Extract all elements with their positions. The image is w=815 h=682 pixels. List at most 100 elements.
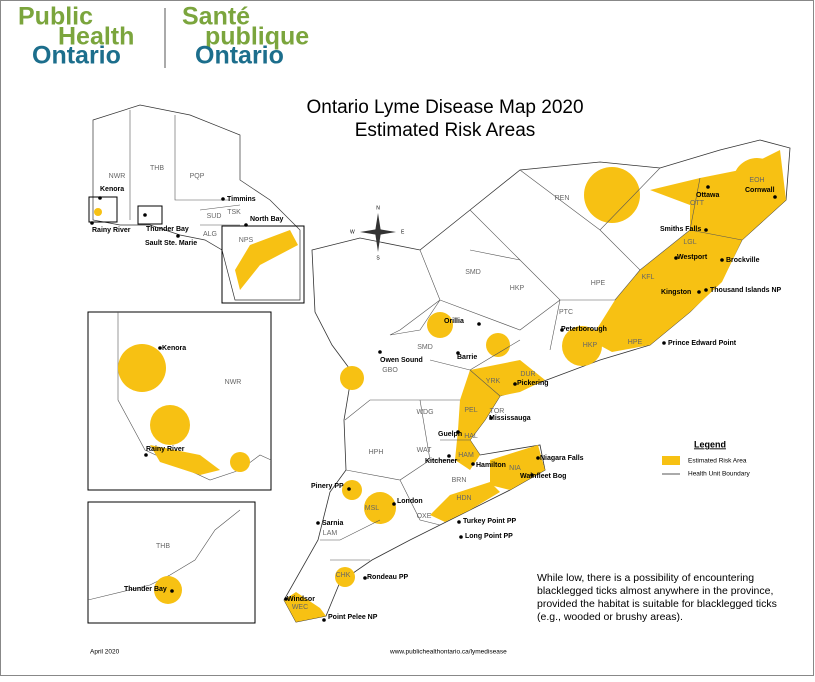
- health-unit-label: KFL: [642, 274, 655, 281]
- place-marker: [459, 535, 463, 539]
- health-unit-label: YRK: [486, 378, 501, 385]
- place-label: Long Point PP: [465, 533, 513, 540]
- place-label: Windsor: [287, 596, 315, 603]
- place-label: Peterborough: [561, 326, 607, 333]
- health-unit-label: HPE: [591, 280, 606, 287]
- place-label: London: [397, 498, 423, 505]
- kenora-inset: [87, 311, 272, 491]
- legend-label: Estimated Risk Area: [688, 458, 747, 465]
- health-unit-label: NWR: [109, 173, 126, 180]
- place-label: Prince Edward Point: [668, 340, 737, 347]
- place-label: Hamilton: [476, 462, 506, 469]
- note: While low, there is a possibility of enc…: [537, 572, 777, 623]
- place-marker: [347, 487, 351, 491]
- health-unit-label: TSK: [227, 209, 241, 216]
- health-unit-label: HAM: [458, 452, 474, 459]
- health-unit-label: HPE: [628, 339, 643, 346]
- health-unit-label: TOR: [490, 408, 505, 415]
- health-unit-label: LAM: [323, 530, 338, 537]
- place-label: Owen Sound: [380, 357, 423, 364]
- place-marker: [489, 416, 493, 420]
- place-label: Thunder Bay: [124, 586, 167, 593]
- health-unit-label: REN: [555, 195, 570, 202]
- footer-date: April 2020: [90, 649, 120, 656]
- compass-label: N: [376, 205, 380, 211]
- place-label: Rainy River: [92, 227, 131, 234]
- place-label: Westport: [677, 254, 708, 261]
- place-marker: [158, 346, 162, 350]
- health-unit-label: WDG: [416, 409, 433, 416]
- main-map: [283, 139, 791, 623]
- health-unit-label: PQP: [190, 173, 205, 180]
- compass-label: E: [401, 229, 405, 235]
- place-marker: [363, 576, 367, 580]
- place-marker: [170, 589, 174, 593]
- legend-label: Health Unit Boundary: [688, 471, 751, 478]
- place-label: Kenora: [100, 186, 124, 193]
- place-marker: [560, 328, 564, 332]
- place-marker: [530, 473, 534, 477]
- place-label: Kingston: [661, 289, 691, 296]
- place-marker: [456, 351, 460, 355]
- labels: REN EOH OTT LGL KFL HPE HKP PTC SMD HKP HPE SMD DUR Y…: [90, 165, 782, 622]
- place-marker: [378, 350, 382, 354]
- compass-label: W: [350, 229, 355, 235]
- health-unit-label: NIA: [509, 465, 521, 472]
- place-marker: [322, 618, 326, 622]
- place-label: Smiths Falls: [660, 226, 701, 233]
- place-marker: [176, 234, 180, 238]
- note-line: (e.g., wooded or brushy areas).: [537, 611, 683, 623]
- place-label: Point Pelee NP: [328, 614, 378, 621]
- place-marker: [674, 256, 678, 260]
- place-label: Rainy River: [146, 446, 185, 453]
- place-marker: [513, 382, 517, 386]
- boundaries: [320, 167, 743, 561]
- health-unit-label: THB: [156, 543, 170, 550]
- health-unit-label: WAT: [417, 447, 432, 454]
- place-label: Turkey Point PP: [463, 518, 516, 525]
- health-unit-label: OTT: [690, 200, 705, 207]
- health-unit-label: ALG: [203, 231, 217, 238]
- health-unit-label: SUD: [207, 213, 222, 220]
- place-label: Pickering: [517, 380, 549, 387]
- place-marker: [144, 453, 148, 457]
- logo-text: Health: [58, 23, 134, 51]
- compass: N S E W: [350, 205, 405, 261]
- health-unit-label: WEC: [292, 604, 308, 611]
- health-unit-label: MSL: [365, 505, 380, 512]
- place-label: Ottawa: [696, 192, 719, 199]
- place-marker: [704, 288, 708, 292]
- place-label: Timmins: [227, 196, 256, 203]
- overview-inset: [88, 104, 305, 304]
- legend: Legend Estimated Risk Area Health Unit B…: [662, 439, 751, 478]
- health-unit-label: HDN: [456, 495, 471, 502]
- place-label: Wainfleet Bog: [520, 473, 566, 480]
- title: Ontario Lyme Disease Map 2020: [306, 97, 583, 118]
- logo-text: publique: [205, 23, 309, 51]
- health-unit-label: DUR: [520, 371, 535, 378]
- logo: Public Health Ontario Santé publique Ont…: [18, 3, 309, 70]
- place-label: Barrie: [457, 354, 477, 361]
- health-unit-label: THB: [150, 165, 164, 172]
- note-line: provided the habitat is suitable for bla…: [537, 598, 777, 610]
- place-marker: [90, 221, 94, 225]
- place-marker: [316, 521, 320, 525]
- logo-text: Public: [18, 3, 93, 31]
- place-label: Niagara Falls: [540, 455, 584, 462]
- place-label: Brockville: [726, 257, 760, 264]
- place-label: Sault Ste. Marie: [145, 240, 197, 247]
- place-marker: [697, 290, 701, 294]
- place-marker: [704, 228, 708, 232]
- health-unit-label: SMD: [417, 344, 433, 351]
- place-marker: [244, 223, 248, 227]
- legend-swatch: [662, 456, 680, 465]
- place-marker: [773, 195, 777, 199]
- health-unit-label: PTC: [559, 309, 573, 316]
- note-line: While low, there is a possibility of enc…: [537, 572, 754, 584]
- health-unit-label: NPS: [239, 237, 254, 244]
- compass-label: S: [376, 255, 380, 261]
- place-label: Cornwall: [745, 187, 775, 194]
- logo-text: Ontario: [32, 42, 121, 70]
- place-marker: [284, 597, 288, 601]
